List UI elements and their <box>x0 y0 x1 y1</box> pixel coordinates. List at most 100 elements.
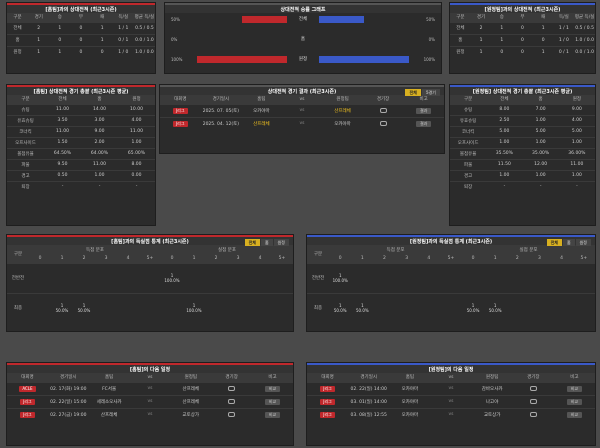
goals-row: 전반전 1 100.0% <box>7 262 293 293</box>
tv-icon[interactable] <box>228 385 236 391</box>
compare-button[interactable]: 비교 <box>566 398 583 405</box>
cell: 1 / 0 <box>112 45 134 58</box>
home-h2h-table: 구분 경기 승 무 패 득/실 평균 득/실 전체 2 1 0 1 1 / 1 0.5 / 0.5 홈 1 0 0… <box>7 13 155 58</box>
date-cell: 03. 08(일) 12:55 <box>348 407 390 421</box>
conceded-group: 실점 분포 <box>161 245 293 254</box>
bucket-header: 2 <box>373 254 396 263</box>
bucket-cell: 1 100.0% <box>329 262 352 293</box>
tab-0[interactable]: 전체 <box>546 239 562 246</box>
cell: 1.00 <box>558 136 595 148</box>
away-goals-title: [원정팀]과의 득실점 통계 (최근3시즌) 전체 홈 원정 <box>307 235 595 246</box>
bucket-value: 1 100.0% <box>332 273 348 283</box>
cell: 11.00 <box>44 103 81 115</box>
bucket-cell <box>139 262 161 293</box>
tv-icon[interactable] <box>379 107 387 113</box>
home-next-title: [홈팀]의 다음 일정 <box>7 363 293 373</box>
tab-1[interactable]: 홈 <box>260 239 273 246</box>
bucket-header: 3 <box>95 254 117 263</box>
row-label: 오프사이드 <box>7 136 44 148</box>
cell: 1 <box>470 33 492 46</box>
cell: - <box>44 180 81 192</box>
tv-icon[interactable] <box>529 385 537 391</box>
cell: 0 / 1 <box>112 33 134 46</box>
away-team-cell: 교토상가 <box>471 407 513 421</box>
tab-0[interactable]: 전체 <box>405 89 421 96</box>
cell: 1 <box>532 21 554 34</box>
cell: - <box>558 180 595 192</box>
bucket-header: 0 <box>161 254 183 263</box>
bucket-header: 5+ <box>572 254 595 263</box>
bucket-cell: 1 50.0% <box>73 292 95 323</box>
bucket-cell: 1 100.0% <box>161 262 183 293</box>
row-label: 퇴장 <box>7 180 44 192</box>
col-header: 승 <box>49 13 71 22</box>
tab-1[interactable]: 홈 <box>562 239 575 246</box>
header-row: 구분 전체 홈 원정 <box>7 95 155 104</box>
compare-button[interactable]: 비교 <box>566 385 583 392</box>
col-header: 대회명 <box>160 95 201 104</box>
cell: 10.00 <box>118 103 155 115</box>
col-header: 홈팀 <box>389 373 431 382</box>
cell: 11.00 <box>81 158 118 170</box>
col-header: vs <box>430 373 472 382</box>
tab-1[interactable]: 5경기 <box>421 89 440 96</box>
table-row: 유효슈팅 3.50 3.00 4.00 <box>7 114 155 126</box>
cell: 2 <box>28 21 50 34</box>
compare-button[interactable]: 비교 <box>264 398 281 405</box>
home-summary-table: 구분 전체 홈 원정 슈팅 11.00 14.00 10.00 유효슈팅 3.50 3.00 4.00… <box>7 95 155 192</box>
table-row: 코너킥 5.00 5.00 5.00 <box>450 125 595 137</box>
bucket-header: 5+ <box>439 254 462 263</box>
cell: 1.00 <box>522 169 559 181</box>
bucket-cell <box>528 262 551 293</box>
cell: 9.00 <box>558 103 595 115</box>
competition-cell: J리그 <box>307 381 349 395</box>
bucket-cell: 1 50.0% <box>461 292 485 323</box>
cell: 0.50 <box>44 169 81 181</box>
cell: 0 / 1 <box>553 45 575 58</box>
tv-icon[interactable] <box>228 398 236 404</box>
row-label: 홈 <box>7 33 29 46</box>
tv-icon[interactable] <box>529 398 537 404</box>
row-label: 원정 <box>298 57 308 62</box>
tab-2[interactable]: 원정 <box>273 239 289 246</box>
bucket-header: 1 <box>351 254 374 263</box>
away-team-cell: 감바오사카 <box>471 381 513 395</box>
away-team-cell: 오카야마 <box>322 116 363 130</box>
table-row: 전체 2 1 0 1 1 / 1 0.5 / 0.5 <box>450 21 595 34</box>
compare-button[interactable]: 비교 <box>264 385 281 392</box>
tv-icon[interactable] <box>228 411 236 417</box>
action-cell: 결과 <box>403 116 444 130</box>
winrate-graph-panel: 상대전적 승률 그래프 50% 50% 전체 0% 0% 홈 100% 100% 원정 <box>164 2 442 74</box>
col-header: 경기일시 <box>47 373 89 382</box>
venue-cell <box>512 381 554 395</box>
home-goals-panel: [홈팀]과의 득실점 통계 (최근3시즌) 전체 홈 원정 구분 득점 분포 실점 분포… <box>6 234 294 332</box>
tv-icon[interactable] <box>379 120 387 126</box>
compare-button[interactable]: 결과 <box>416 107 432 114</box>
vs-cell: vs <box>129 381 171 395</box>
tab-2[interactable]: 원정 <box>575 239 591 246</box>
bucket-header: 5+ <box>271 254 293 263</box>
action-cell: 비교 <box>553 394 595 408</box>
col-header: 홈 <box>522 95 559 104</box>
col-header: 홈팀 <box>88 373 130 382</box>
bucket-cell <box>572 292 595 323</box>
left-pct: 0% <box>171 37 178 42</box>
cell: 1 / 0 <box>553 33 575 46</box>
cell: 1 <box>532 45 554 58</box>
col-header: 경기장 <box>512 373 554 382</box>
compare-button[interactable]: 결과 <box>416 120 432 127</box>
date-cell: 2025. 04. 12(토) <box>200 116 242 130</box>
tab-0[interactable]: 전체 <box>244 239 260 246</box>
away-goals-panel: [원정팀]과의 득실점 통계 (최근3시즌) 전체 홈 원정 구분 득점 분포 실점 분… <box>306 234 596 332</box>
venue-cell <box>211 394 253 408</box>
compare-button[interactable]: 비교 <box>566 411 583 418</box>
bucket-cell <box>117 262 139 293</box>
compare-button[interactable]: 비교 <box>264 411 281 418</box>
row-label: 홈 <box>450 33 471 46</box>
tv-icon[interactable] <box>529 411 537 417</box>
col-header: 구분 <box>7 13 29 22</box>
bucket-cell <box>161 292 183 323</box>
away-summary-title: [원정팀] 상대전적 경기 총괄 (최근3시즌 평균) <box>450 85 595 95</box>
winrate-row: 0% 0% 홈 <box>171 35 435 45</box>
bucket-value: 1 50.0% <box>77 303 91 314</box>
